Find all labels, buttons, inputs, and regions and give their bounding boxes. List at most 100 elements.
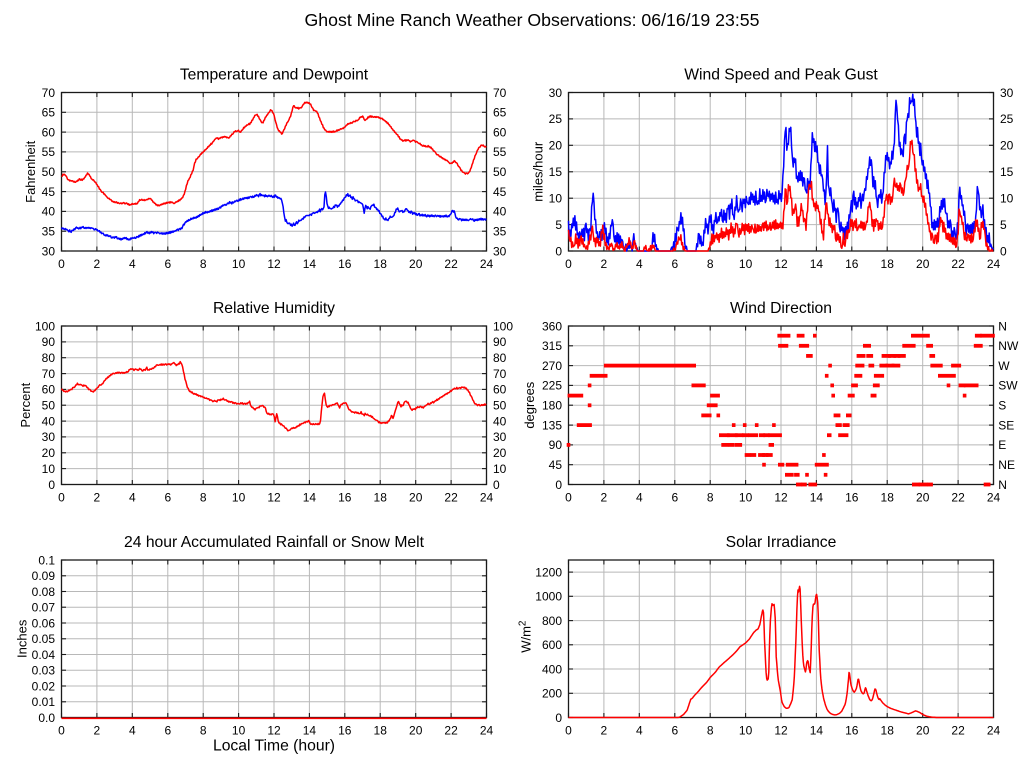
svg-text:16: 16 <box>845 491 859 505</box>
svg-text:14: 14 <box>303 491 317 505</box>
svg-text:24: 24 <box>987 724 1001 738</box>
svg-text:0: 0 <box>555 244 562 258</box>
svg-text:8: 8 <box>707 491 714 505</box>
svg-text:W: W <box>998 359 1010 373</box>
svg-text:20: 20 <box>409 491 423 505</box>
svg-text:Ghost Mine Ranch Weather Obser: Ghost Mine Ranch Weather Observations: 0… <box>305 10 760 30</box>
svg-text:20: 20 <box>549 139 563 153</box>
svg-text:20: 20 <box>1000 139 1014 153</box>
svg-text:8: 8 <box>200 724 207 738</box>
svg-text:50: 50 <box>42 399 56 413</box>
svg-text:70: 70 <box>42 86 56 100</box>
svg-text:4: 4 <box>636 491 643 505</box>
svg-text:18: 18 <box>881 491 895 505</box>
svg-text:60: 60 <box>493 383 507 397</box>
svg-text:5: 5 <box>555 218 562 232</box>
svg-text:600: 600 <box>542 638 562 652</box>
svg-text:0: 0 <box>58 491 65 505</box>
svg-text:0.07: 0.07 <box>32 601 56 615</box>
svg-text:0.04: 0.04 <box>32 648 56 662</box>
svg-text:0.02: 0.02 <box>32 679 56 693</box>
svg-text:NE: NE <box>998 458 1015 472</box>
svg-text:E: E <box>998 438 1006 452</box>
svg-text:0: 0 <box>565 724 572 738</box>
svg-text:16: 16 <box>338 724 352 738</box>
svg-text:60: 60 <box>42 125 56 139</box>
svg-text:24: 24 <box>480 491 494 505</box>
svg-text:180: 180 <box>542 399 562 413</box>
svg-text:35: 35 <box>42 225 56 239</box>
svg-text:50: 50 <box>493 165 507 179</box>
svg-text:20: 20 <box>916 724 930 738</box>
svg-text:22: 22 <box>951 724 965 738</box>
svg-text:4: 4 <box>129 724 136 738</box>
svg-text:30: 30 <box>493 244 507 258</box>
svg-text:10: 10 <box>493 462 507 476</box>
svg-text:65: 65 <box>493 106 507 120</box>
svg-text:15: 15 <box>549 165 563 179</box>
svg-text:16: 16 <box>338 491 352 505</box>
svg-text:70: 70 <box>493 86 507 100</box>
svg-text:Relative Humidity: Relative Humidity <box>213 300 335 317</box>
svg-text:20: 20 <box>409 257 423 271</box>
svg-text:30: 30 <box>549 86 563 100</box>
svg-text:W/m2: W/m2 <box>518 620 534 653</box>
svg-text:0.03: 0.03 <box>32 664 56 678</box>
svg-text:18: 18 <box>374 491 388 505</box>
svg-text:20: 20 <box>916 491 930 505</box>
svg-text:4: 4 <box>636 724 643 738</box>
svg-text:Solar Irradiance: Solar Irradiance <box>726 534 837 551</box>
svg-text:2: 2 <box>601 257 608 271</box>
svg-text:12: 12 <box>267 257 281 271</box>
svg-text:50: 50 <box>42 165 56 179</box>
svg-text:50: 50 <box>493 399 507 413</box>
svg-text:10: 10 <box>739 724 753 738</box>
svg-text:4: 4 <box>636 257 643 271</box>
svg-text:14: 14 <box>810 724 824 738</box>
svg-text:SW: SW <box>998 379 1018 393</box>
svg-text:45: 45 <box>42 185 56 199</box>
svg-text:Wind Speed and Peak Gust: Wind Speed and Peak Gust <box>684 66 878 83</box>
svg-text:22: 22 <box>951 257 965 271</box>
svg-text:4: 4 <box>129 257 136 271</box>
svg-text:N: N <box>998 319 1007 333</box>
svg-text:12: 12 <box>267 724 281 738</box>
svg-text:10: 10 <box>42 462 56 476</box>
svg-text:8: 8 <box>200 257 207 271</box>
svg-text:80: 80 <box>42 351 56 365</box>
svg-text:90: 90 <box>549 438 563 452</box>
svg-text:miles/hour: miles/hour <box>530 141 545 202</box>
svg-text:16: 16 <box>845 724 859 738</box>
svg-text:2: 2 <box>601 724 608 738</box>
svg-text:Fahrenheit: Fahrenheit <box>23 140 38 203</box>
svg-text:12: 12 <box>774 491 788 505</box>
svg-text:24: 24 <box>480 257 494 271</box>
svg-text:10: 10 <box>549 192 563 206</box>
svg-text:6: 6 <box>671 724 678 738</box>
svg-text:360: 360 <box>542 319 562 333</box>
svg-text:10: 10 <box>232 491 246 505</box>
svg-text:100: 100 <box>35 319 55 333</box>
svg-text:18: 18 <box>374 724 388 738</box>
svg-text:1000: 1000 <box>535 590 562 604</box>
svg-text:0: 0 <box>1000 244 1007 258</box>
svg-text:18: 18 <box>881 724 895 738</box>
svg-text:Inches: Inches <box>14 619 29 658</box>
svg-text:25: 25 <box>549 112 563 126</box>
svg-text:40: 40 <box>493 205 507 219</box>
svg-text:55: 55 <box>42 145 56 159</box>
svg-text:22: 22 <box>444 491 458 505</box>
svg-text:0: 0 <box>555 711 562 725</box>
svg-text:100: 100 <box>493 319 513 333</box>
svg-text:10: 10 <box>1000 192 1014 206</box>
svg-text:N: N <box>998 478 1007 492</box>
svg-text:60: 60 <box>42 383 56 397</box>
svg-text:55: 55 <box>493 145 507 159</box>
svg-text:90: 90 <box>493 335 507 349</box>
svg-text:14: 14 <box>810 491 824 505</box>
svg-text:30: 30 <box>1000 86 1014 100</box>
svg-text:15: 15 <box>1000 165 1014 179</box>
svg-text:Wind Direction: Wind Direction <box>730 300 832 317</box>
svg-text:30: 30 <box>42 244 56 258</box>
svg-text:6: 6 <box>164 491 171 505</box>
